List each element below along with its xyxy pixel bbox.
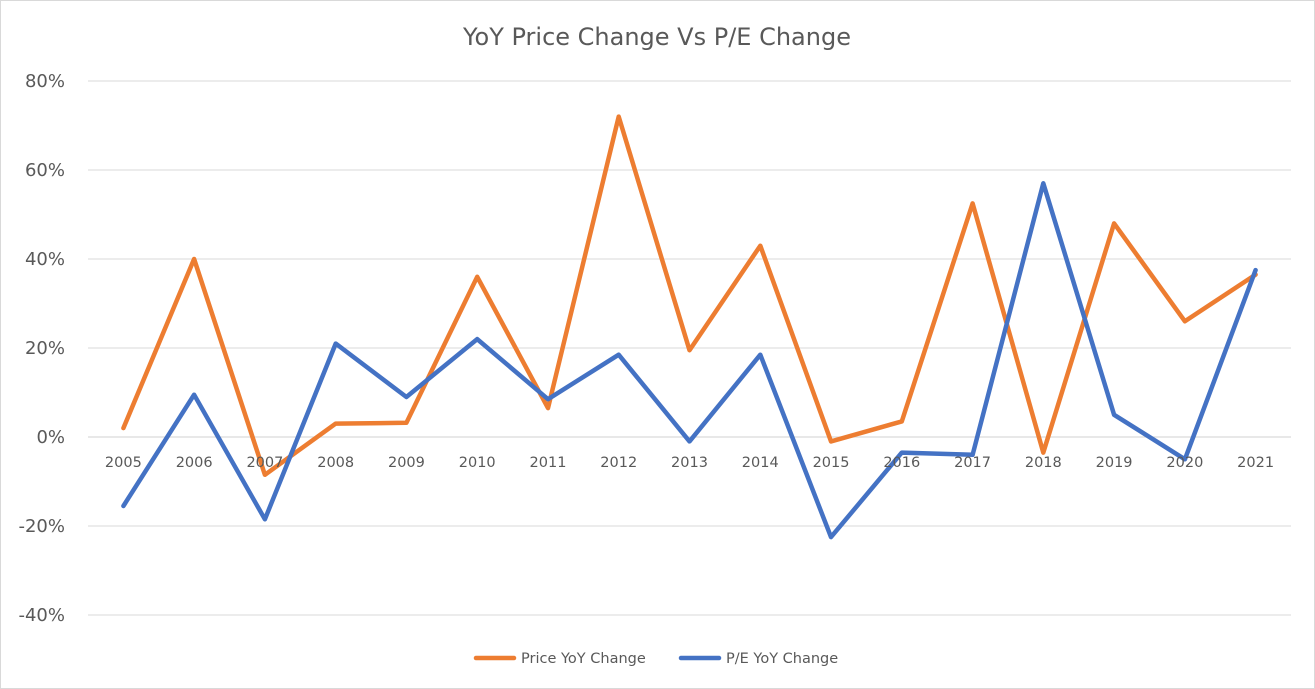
y-tick-label: 80% bbox=[25, 71, 65, 92]
x-tick-label: 2009 bbox=[388, 455, 425, 471]
x-tick-label: 2011 bbox=[530, 455, 567, 471]
series-line-pe-yoy bbox=[121, 181, 1258, 540]
x-tick-label: 2005 bbox=[105, 455, 142, 471]
x-tick-label: 2020 bbox=[1166, 455, 1203, 471]
x-tick-label: 2007 bbox=[246, 455, 283, 471]
y-tick-label: 0% bbox=[36, 427, 65, 448]
x-tick-label: 2012 bbox=[600, 455, 637, 471]
y-tick-label: 20% bbox=[25, 338, 65, 359]
x-tick-label: 2017 bbox=[954, 455, 991, 471]
x-tick-label: 2008 bbox=[317, 455, 354, 471]
legend: Price YoY Change P/E YoY Change bbox=[473, 651, 838, 667]
y-axis-ticks: -40% -20% 0% 20% 40% 60% 80% bbox=[18, 71, 65, 626]
x-tick-label: 2013 bbox=[671, 455, 708, 471]
x-tick-label: 2014 bbox=[742, 455, 779, 471]
chart-title: YoY Price Change Vs P/E Change bbox=[462, 23, 851, 51]
x-tick-label: 2015 bbox=[813, 455, 850, 471]
x-tick-label: 2021 bbox=[1237, 455, 1274, 471]
gridlines bbox=[88, 80, 1291, 616]
x-tick-label: 2016 bbox=[883, 455, 920, 471]
x-axis-ticks: 2005 2006 2007 2008 2009 2010 2011 2012 2013 2014… bbox=[105, 455, 1274, 471]
x-tick-label: 2006 bbox=[176, 455, 213, 471]
x-tick-label: 2010 bbox=[459, 455, 496, 471]
x-tick-label: 2019 bbox=[1096, 455, 1133, 471]
y-tick-label: 60% bbox=[25, 160, 65, 181]
series-group bbox=[121, 114, 1258, 540]
legend-label: P/E YoY Change bbox=[726, 651, 838, 667]
y-tick-label: -40% bbox=[18, 605, 65, 626]
x-tick-label: 2018 bbox=[1025, 455, 1062, 471]
legend-label: Price YoY Change bbox=[521, 651, 646, 667]
y-tick-label: 40% bbox=[25, 249, 65, 270]
y-tick-label: -20% bbox=[18, 516, 65, 537]
